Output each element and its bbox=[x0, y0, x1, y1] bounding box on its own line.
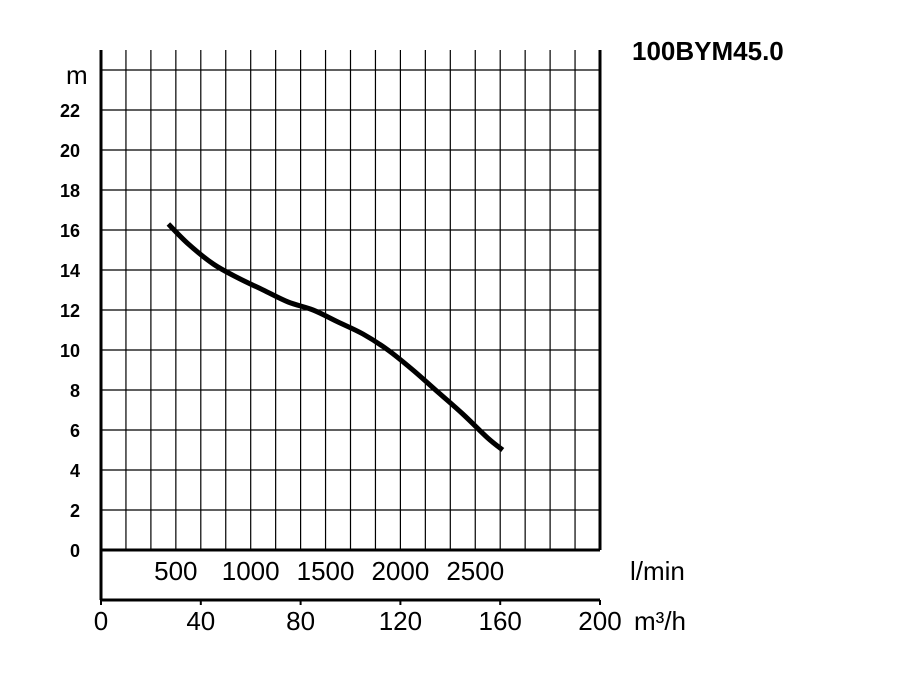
y-tick-label: 16 bbox=[60, 221, 80, 241]
y-tick-label: 2 bbox=[70, 501, 80, 521]
x-tick-label-lmin: 2000 bbox=[371, 556, 429, 586]
x-tick-label-lmin: 500 bbox=[154, 556, 197, 586]
y-tick-label: 14 bbox=[60, 261, 80, 281]
y-tick-label: 8 bbox=[70, 381, 80, 401]
x-axis-lmin-unit-label: l/min bbox=[630, 556, 685, 586]
y-tick-label: 6 bbox=[70, 421, 80, 441]
y-tick-label: 20 bbox=[60, 141, 80, 161]
pump-curve-line bbox=[166, 222, 505, 452]
y-tick-label: 22 bbox=[60, 101, 80, 121]
x-tick-label-m3h: 0 bbox=[94, 606, 108, 636]
x-axis-m3h-unit-label: m³/h bbox=[634, 606, 686, 636]
x-tick-label-lmin: 2500 bbox=[446, 556, 504, 586]
series-layer bbox=[166, 222, 505, 452]
labels-layer: 0 2 4 6 8 10 12 14 16 18 20 22 0 40 80 120 160 200 500 1000… bbox=[60, 101, 622, 636]
y-tick-label: 4 bbox=[70, 461, 80, 481]
x-tick-label-m3h: 160 bbox=[479, 606, 522, 636]
plot-frame bbox=[99, 50, 602, 605]
grid bbox=[101, 50, 600, 550]
y-tick-label: 10 bbox=[60, 341, 80, 361]
x-tick-label-m3h: 80 bbox=[286, 606, 315, 636]
x-tick-label-lmin: 1500 bbox=[297, 556, 355, 586]
x-tick-label-m3h: 200 bbox=[578, 606, 621, 636]
x-tick-label-m3h: 40 bbox=[186, 606, 215, 636]
chart-title: 100BYM45.0 bbox=[632, 36, 784, 66]
y-tick-label: 12 bbox=[60, 301, 80, 321]
y-axis-unit-label: m bbox=[66, 60, 88, 90]
x-tick-label-m3h: 120 bbox=[379, 606, 422, 636]
x-tick-label-lmin: 1000 bbox=[222, 556, 280, 586]
y-tick-label: 18 bbox=[60, 181, 80, 201]
y-tick-label: 0 bbox=[70, 541, 80, 561]
